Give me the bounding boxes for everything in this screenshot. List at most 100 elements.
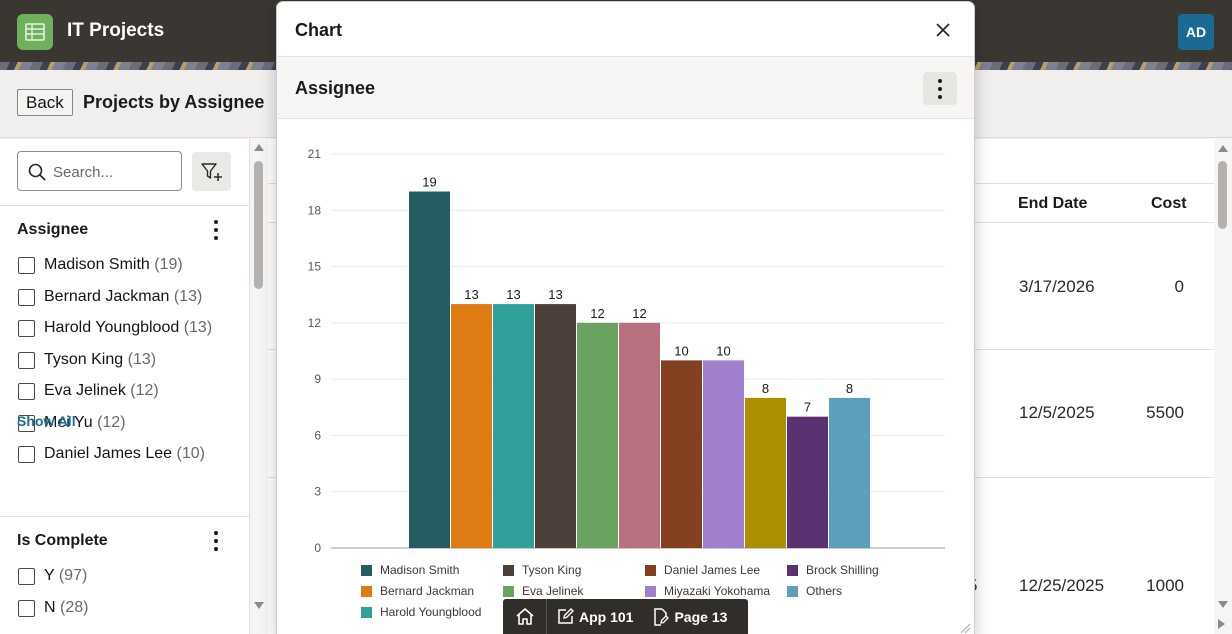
bar[interactable] xyxy=(745,397,786,548)
bar[interactable] xyxy=(787,416,828,548)
option-count: (13) xyxy=(173,287,203,305)
edit-app-button[interactable]: App 101 xyxy=(547,599,643,634)
legend-label: Eva Jelinek xyxy=(522,584,584,598)
facet-search-field[interactable] xyxy=(17,151,182,191)
checkbox[interactable] xyxy=(18,320,35,337)
legend-label: Daniel James Lee xyxy=(664,563,760,577)
legend-label: Harold Youngblood xyxy=(380,605,481,619)
scroll-down-icon[interactable] xyxy=(254,602,264,609)
checkbox[interactable] xyxy=(18,288,35,306)
scrollbar-thumb[interactable] xyxy=(254,161,263,289)
kebab-icon xyxy=(937,79,943,99)
app-logo[interactable] xyxy=(17,14,53,50)
facet-option[interactable]: Bernard Jackman (13) xyxy=(0,284,249,316)
option-count: (28) xyxy=(60,598,89,616)
option-label: Mei Yu xyxy=(44,413,93,431)
scroll-right-icon[interactable] xyxy=(1218,619,1225,629)
legend-swatch xyxy=(503,565,514,576)
cell-cost: 0 xyxy=(1174,277,1184,296)
developer-toolbar: App 101 Page 13 xyxy=(503,599,748,634)
home-button[interactable] xyxy=(503,599,547,634)
data-label: 13 xyxy=(464,287,478,302)
facet-actions-icon[interactable] xyxy=(213,531,219,551)
legend-label: Others xyxy=(806,584,842,598)
checkbox[interactable] xyxy=(18,599,35,617)
chart-dialog: Chart Assignee 0 3 6 9 12 15 18 21 19 13 13 13 12 12 1… xyxy=(276,1,975,634)
facet-header: Is Complete xyxy=(0,517,249,563)
facet-option[interactable]: N (28) xyxy=(0,595,249,627)
home-icon xyxy=(515,608,534,625)
legend-swatch xyxy=(645,586,656,597)
cell-end-date: 12/5/2025 xyxy=(1019,403,1095,422)
facet-option[interactable]: Madison Smith (19) xyxy=(0,252,249,284)
search-input[interactable] xyxy=(53,161,173,183)
facet-option[interactable]: Harold Youngblood (13) xyxy=(0,315,249,347)
facet-option[interactable]: Tyson King (13) xyxy=(0,347,249,379)
data-label: 19 xyxy=(422,175,436,190)
scrollbar-thumb[interactable] xyxy=(1218,161,1227,229)
bar[interactable] xyxy=(409,191,450,548)
facet-option[interactable]: Daniel James Lee (10) xyxy=(0,441,249,473)
checkbox[interactable] xyxy=(18,414,35,432)
report-scrollbar[interactable] xyxy=(1214,139,1232,634)
edit-icon xyxy=(558,608,574,624)
facet-actions-icon[interactable] xyxy=(213,220,219,240)
scroll-down-icon[interactable] xyxy=(1218,601,1228,608)
bar[interactable] xyxy=(493,304,534,548)
user-avatar[interactable]: AD xyxy=(1178,14,1214,50)
option-label: Eva Jelinek xyxy=(44,382,126,399)
bar[interactable] xyxy=(577,322,618,548)
facet-option[interactable]: Y (97) xyxy=(0,563,249,595)
option-count: (12) xyxy=(130,382,159,399)
checkbox[interactable] xyxy=(18,351,35,369)
option-count: (19) xyxy=(154,256,183,273)
y-tick-label: 15 xyxy=(308,260,322,274)
y-tick-label: 6 xyxy=(314,428,321,442)
y-tick-label: 9 xyxy=(314,372,321,386)
legend-swatch xyxy=(787,565,798,576)
legend-swatch xyxy=(645,565,656,576)
facet-option[interactable]: Eva Jelinek (12) xyxy=(0,378,249,410)
facet-label: Assignee xyxy=(17,221,89,238)
legend-label: Madison Smith xyxy=(380,563,459,577)
chart-region-header: Assignee xyxy=(277,56,974,119)
legend-label: Miyazaki Yokohama xyxy=(664,584,770,598)
y-tick-label: 12 xyxy=(308,316,322,330)
facet-option[interactable]: Mei Yu (12) xyxy=(0,410,249,442)
option-label: Y xyxy=(44,567,55,584)
edit-page-button[interactable]: Page 13 xyxy=(643,599,737,634)
bar[interactable] xyxy=(619,322,660,548)
bar[interactable] xyxy=(829,397,870,548)
scroll-up-icon[interactable] xyxy=(1218,145,1228,152)
facets-scrollbar[interactable] xyxy=(252,139,266,634)
show-all-link[interactable]: Show All xyxy=(17,413,76,429)
cell-cost: 5500 xyxy=(1146,403,1184,422)
bar[interactable] xyxy=(535,304,576,548)
legend-label: Tyson King xyxy=(522,563,581,577)
bar[interactable] xyxy=(703,360,744,548)
add-filter-button[interactable] xyxy=(192,152,231,191)
y-tick-label: 3 xyxy=(314,485,321,499)
checkbox[interactable] xyxy=(18,568,35,585)
column-header-end-date[interactable]: End Date xyxy=(1018,195,1088,212)
y-tick-label: 0 xyxy=(314,541,321,555)
bar[interactable] xyxy=(661,360,702,548)
bar[interactable] xyxy=(451,304,492,548)
checkbox[interactable] xyxy=(18,257,35,274)
back-button[interactable]: Back xyxy=(17,89,73,116)
checkbox[interactable] xyxy=(18,383,35,400)
option-label: Madison Smith xyxy=(44,256,150,273)
close-icon[interactable] xyxy=(933,20,953,40)
chart-actions-button[interactable] xyxy=(923,72,957,105)
resize-handle-icon[interactable] xyxy=(959,622,971,634)
checkbox[interactable] xyxy=(18,446,35,463)
spreadsheet-icon xyxy=(25,23,45,41)
cell-end-date: 12/25/2025 xyxy=(1019,576,1105,595)
column-header-cost[interactable]: Cost xyxy=(1151,195,1187,212)
data-label: 10 xyxy=(674,343,688,358)
option-count: (12) xyxy=(97,413,126,431)
scroll-up-icon[interactable] xyxy=(254,144,264,151)
app-title[interactable]: IT Projects xyxy=(67,20,165,41)
legend-swatch xyxy=(503,586,514,597)
legend-label: Bernard Jackman xyxy=(380,584,474,598)
